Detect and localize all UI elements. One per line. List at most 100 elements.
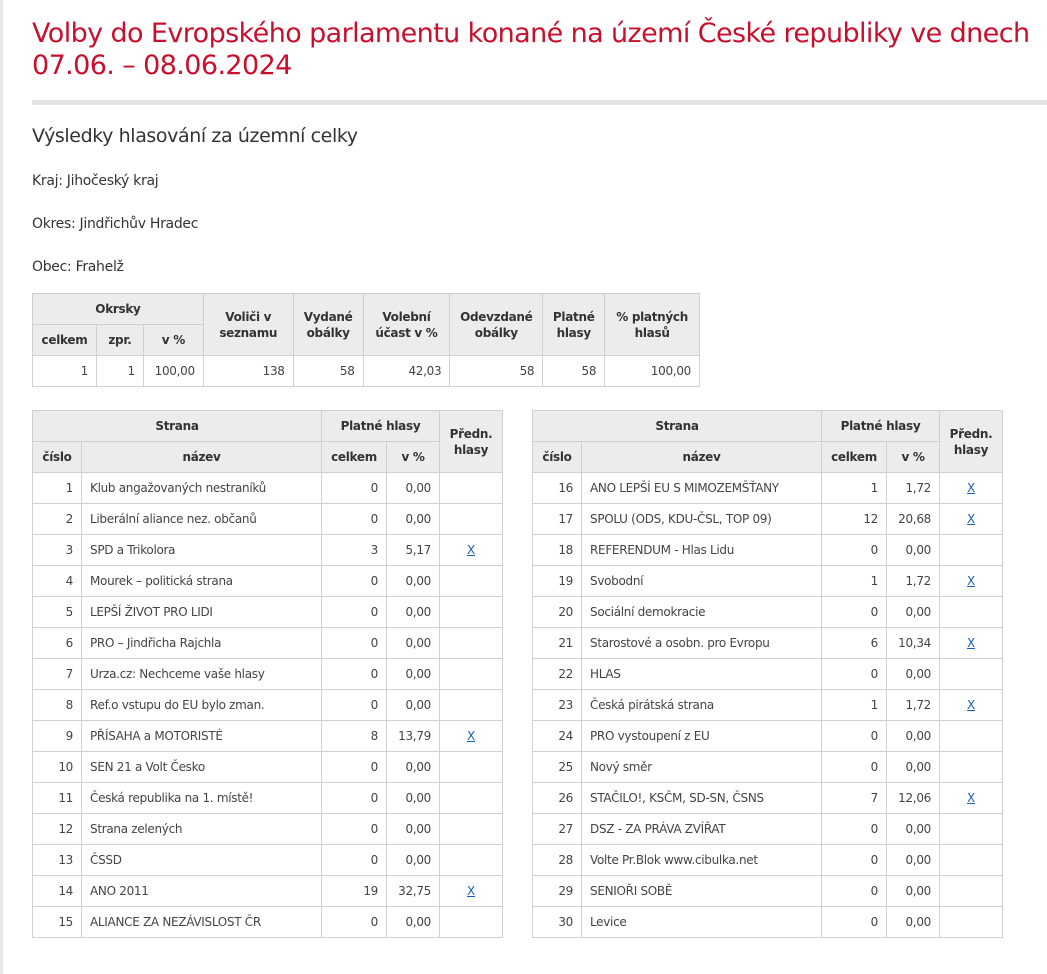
preferential-votes-link-cell bbox=[939, 720, 1003, 752]
preferential-votes-link[interactable]: X bbox=[967, 791, 975, 805]
party-percent-cell: 32,75 bbox=[386, 875, 440, 907]
party-name-cell: Česká pirátská strana bbox=[581, 689, 822, 721]
party-name-cell: ANO LEPŠÍ EU S MIMOZEMŠŤANY bbox=[581, 472, 822, 504]
party-number-cell: 9 bbox=[32, 720, 82, 752]
party-name-cell: SEN 21 a Volt Česko bbox=[81, 751, 322, 783]
party-number-cell: 1 bbox=[32, 472, 82, 504]
party-row: 8 Ref.o vstupu do EU bylo zman. 0 0,00 bbox=[32, 689, 503, 721]
party-number-cell: 5 bbox=[32, 596, 82, 628]
preferential-votes-link[interactable]: X bbox=[967, 698, 975, 712]
party-votes-cell: 0 bbox=[821, 844, 887, 876]
party-name-cell: SPD a Trikolora bbox=[81, 534, 322, 566]
preferential-votes-link[interactable]: X bbox=[967, 512, 975, 526]
party-row: 30 Levice 0 0,00 bbox=[532, 906, 1003, 938]
party-percent-cell: 13,79 bbox=[386, 720, 440, 752]
party-row: 13 ČSSD 0 0,00 bbox=[32, 844, 503, 876]
party-row: 5 LEPŠÍ ŽIVOT PRO LIDI 0 0,00 bbox=[32, 596, 503, 628]
party-name-cell: ALIANCE ZA NEZÁVISLOST ČR bbox=[81, 906, 322, 938]
party-number-cell: 23 bbox=[532, 689, 582, 721]
party-number-cell: 10 bbox=[32, 751, 82, 783]
party-row: 7 Urza.cz: Nechceme vaše hlasy 0 0,00 bbox=[32, 658, 503, 690]
header-cislo: číslo bbox=[532, 441, 582, 473]
preferential-votes-link-cell bbox=[939, 658, 1003, 690]
header-platne: Platné hlasy bbox=[542, 293, 606, 356]
party-votes-cell: 0 bbox=[321, 782, 387, 814]
party-votes-cell: 0 bbox=[321, 565, 387, 597]
party-votes-cell: 1 bbox=[821, 565, 887, 597]
party-percent-cell: 0,00 bbox=[886, 751, 940, 783]
party-name-cell: Volte Pr.Blok www.cibulka.net bbox=[581, 844, 822, 876]
preferential-votes-link[interactable]: X bbox=[967, 481, 975, 495]
party-number-cell: 29 bbox=[532, 875, 582, 907]
party-votes-cell: 0 bbox=[321, 906, 387, 938]
party-row: 26 STAČILO!, KSČM, SD-SN, ČSNS 7 12,06 X bbox=[532, 782, 1003, 814]
party-votes-cell: 0 bbox=[321, 658, 387, 690]
party-number-cell: 28 bbox=[532, 844, 582, 876]
party-number-cell: 20 bbox=[532, 596, 582, 628]
party-votes-cell: 0 bbox=[321, 627, 387, 659]
preferential-votes-link-cell bbox=[939, 751, 1003, 783]
header-okrsky: Okrsky bbox=[32, 293, 204, 325]
party-number-cell: 8 bbox=[32, 689, 82, 721]
okres-label: Okres: Jindřichův Hradec bbox=[32, 216, 199, 232]
preferential-votes-link-cell bbox=[439, 751, 503, 783]
party-number-cell: 30 bbox=[532, 906, 582, 938]
party-percent-cell: 0,00 bbox=[386, 472, 440, 504]
party-number-cell: 16 bbox=[532, 472, 582, 504]
preferential-votes-link-cell bbox=[439, 782, 503, 814]
party-votes-cell: 19 bbox=[321, 875, 387, 907]
preferential-votes-link-cell: X bbox=[939, 472, 1003, 504]
party-percent-cell: 0,00 bbox=[886, 720, 940, 752]
party-name-cell: Ref.o vstupu do EU bylo zman. bbox=[81, 689, 322, 721]
party-votes-cell: 0 bbox=[321, 689, 387, 721]
preferential-votes-link-cell bbox=[439, 565, 503, 597]
party-number-cell: 6 bbox=[32, 627, 82, 659]
party-votes-cell: 0 bbox=[821, 813, 887, 845]
preferential-votes-link-cell bbox=[439, 596, 503, 628]
party-votes-cell: 0 bbox=[821, 658, 887, 690]
preferential-votes-link[interactable]: X bbox=[467, 543, 475, 557]
party-name-cell: LEPŠÍ ŽIVOT PRO LIDI bbox=[81, 596, 322, 628]
party-percent-cell: 0,00 bbox=[886, 658, 940, 690]
party-number-cell: 25 bbox=[532, 751, 582, 783]
preferential-votes-link-cell: X bbox=[939, 627, 1003, 659]
summary-cell: 58 bbox=[542, 355, 606, 387]
preferential-votes-link-cell bbox=[439, 627, 503, 659]
party-row: 25 Nový směr 0 0,00 bbox=[532, 751, 1003, 783]
party-row: 12 Strana zelených 0 0,00 bbox=[32, 813, 503, 845]
party-name-cell: Mourek – politická strana bbox=[81, 565, 322, 597]
preferential-votes-link-cell: X bbox=[439, 534, 503, 566]
party-row: 11 Česká republika na 1. místě! 0 0,00 bbox=[32, 782, 503, 814]
party-row: 19 Svobodní 1 1,72 X bbox=[532, 565, 1003, 597]
party-votes-cell: 12 bbox=[821, 503, 887, 535]
preferential-votes-link-cell bbox=[939, 596, 1003, 628]
preferential-votes-link[interactable]: X bbox=[967, 636, 975, 650]
header-nazev: název bbox=[81, 441, 322, 473]
preferential-votes-link-cell: X bbox=[439, 875, 503, 907]
preferential-votes-link-cell: X bbox=[939, 503, 1003, 535]
preferential-votes-link-cell bbox=[439, 472, 503, 504]
preferential-votes-link[interactable]: X bbox=[467, 729, 475, 743]
party-percent-cell: 0,00 bbox=[386, 906, 440, 938]
party-number-cell: 17 bbox=[532, 503, 582, 535]
party-percent-cell: 10,34 bbox=[886, 627, 940, 659]
party-number-cell: 7 bbox=[32, 658, 82, 690]
party-name-cell: SPOLU (ODS, KDU-ČSL, TOP 09) bbox=[581, 503, 822, 535]
preferential-votes-link-cell: X bbox=[439, 720, 503, 752]
party-votes-cell: 0 bbox=[821, 751, 887, 783]
preferential-votes-link[interactable]: X bbox=[967, 574, 975, 588]
header-predn-hlasy: Předn. hlasy bbox=[439, 410, 503, 473]
party-number-cell: 21 bbox=[532, 627, 582, 659]
party-percent-cell: 0,00 bbox=[386, 813, 440, 845]
preferential-votes-link[interactable]: X bbox=[467, 884, 475, 898]
party-number-cell: 19 bbox=[532, 565, 582, 597]
party-name-cell: STAČILO!, KSČM, SD-SN, ČSNS bbox=[581, 782, 822, 814]
party-number-cell: 2 bbox=[32, 503, 82, 535]
party-name-cell: ČSSD bbox=[81, 844, 322, 876]
party-votes-cell: 1 bbox=[821, 472, 887, 504]
party-name-cell: ANO 2011 bbox=[81, 875, 322, 907]
header-zpr: zpr. bbox=[95, 324, 144, 356]
party-number-cell: 13 bbox=[32, 844, 82, 876]
party-row: 28 Volte Pr.Blok www.cibulka.net 0 0,00 bbox=[532, 844, 1003, 876]
party-name-cell: Svobodní bbox=[581, 565, 822, 597]
